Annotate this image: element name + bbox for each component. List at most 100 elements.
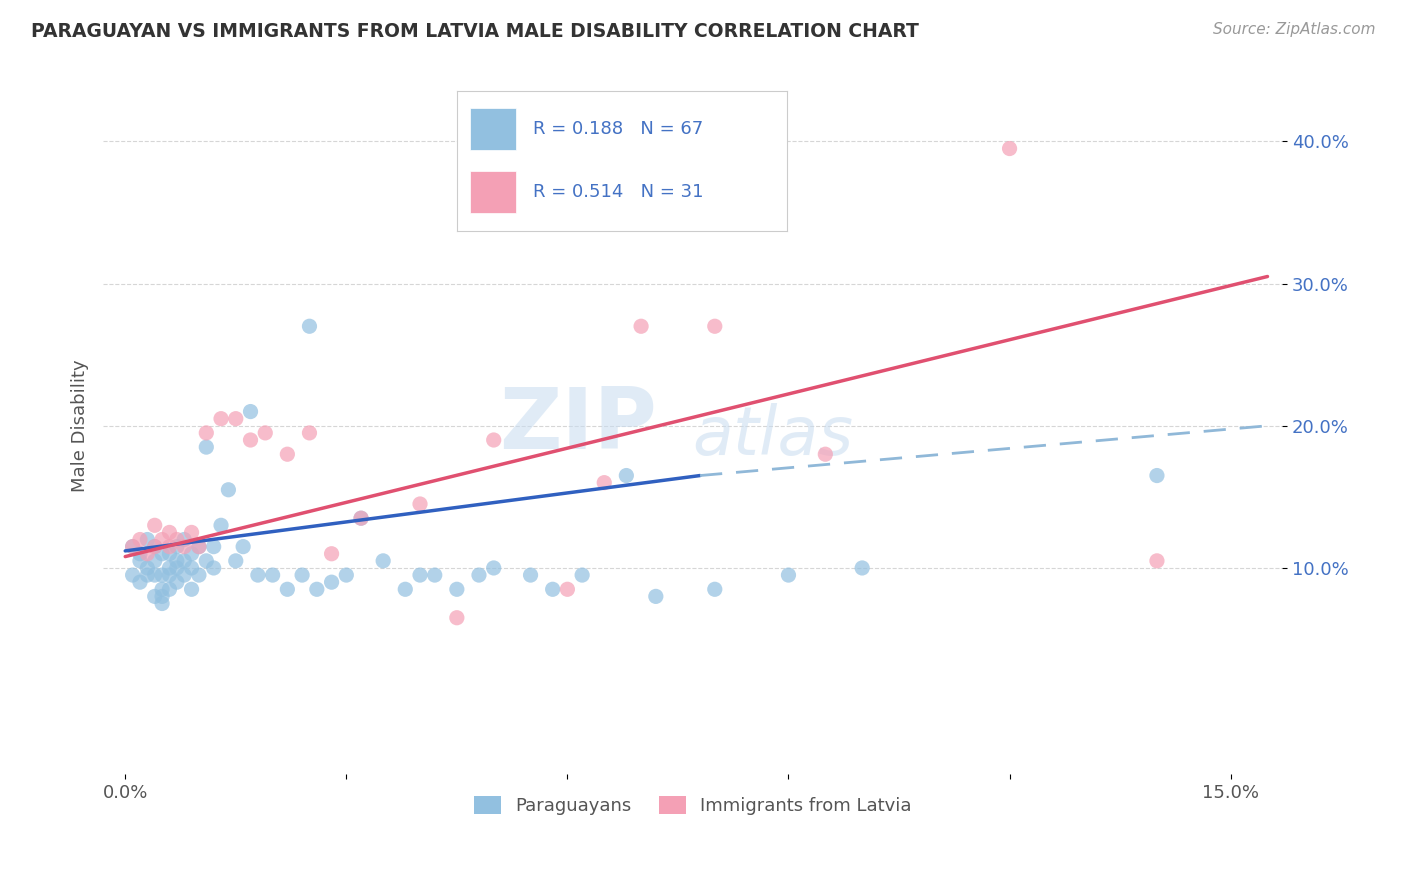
Point xyxy=(159,561,181,575)
Point xyxy=(202,561,225,575)
Point xyxy=(291,568,314,582)
Point xyxy=(350,511,373,525)
Point xyxy=(166,554,188,568)
Point xyxy=(321,575,343,590)
Point xyxy=(276,447,298,461)
Point xyxy=(150,582,173,597)
Point xyxy=(254,425,277,440)
Point xyxy=(225,554,247,568)
Point xyxy=(136,533,159,547)
Point xyxy=(593,475,616,490)
Point xyxy=(173,568,195,582)
Point xyxy=(180,561,202,575)
Text: ZIP: ZIP xyxy=(499,384,657,467)
Text: atlas: atlas xyxy=(693,403,853,469)
Point xyxy=(121,568,143,582)
Point xyxy=(541,582,564,597)
Point xyxy=(150,590,173,604)
Point xyxy=(166,540,188,554)
Text: PARAGUAYAN VS IMMIGRANTS FROM LATVIA MALE DISABILITY CORRELATION CHART: PARAGUAYAN VS IMMIGRANTS FROM LATVIA MAL… xyxy=(31,22,918,41)
Point xyxy=(136,568,159,582)
Point xyxy=(305,582,328,597)
Point xyxy=(150,568,173,582)
Point xyxy=(298,319,321,334)
Point xyxy=(180,525,202,540)
Point xyxy=(166,533,188,547)
Point xyxy=(202,540,225,554)
Point xyxy=(159,540,181,554)
Point xyxy=(246,568,269,582)
Text: Source: ZipAtlas.com: Source: ZipAtlas.com xyxy=(1212,22,1375,37)
Point xyxy=(180,582,202,597)
Point xyxy=(129,554,152,568)
Point xyxy=(143,590,166,604)
Legend: Paraguayans, Immigrants from Latvia: Paraguayans, Immigrants from Latvia xyxy=(465,787,921,824)
Point xyxy=(373,554,395,568)
Point xyxy=(173,540,195,554)
Point xyxy=(630,319,652,334)
Point xyxy=(1146,554,1168,568)
Point xyxy=(180,547,202,561)
Point xyxy=(150,533,173,547)
Point xyxy=(321,547,343,561)
Point xyxy=(409,568,432,582)
Point xyxy=(232,540,254,554)
Point xyxy=(159,568,181,582)
Point xyxy=(136,547,159,561)
Point xyxy=(482,561,505,575)
Point xyxy=(217,483,239,497)
Point xyxy=(468,568,491,582)
Point xyxy=(159,582,181,597)
Point xyxy=(209,411,232,425)
Point xyxy=(150,547,173,561)
Point xyxy=(814,447,837,461)
Point xyxy=(187,540,209,554)
Point xyxy=(851,561,873,575)
Point xyxy=(121,540,143,554)
Point xyxy=(225,411,247,425)
Point xyxy=(423,568,446,582)
Point xyxy=(519,568,541,582)
Point xyxy=(166,561,188,575)
Point xyxy=(121,540,143,554)
Y-axis label: Male Disability: Male Disability xyxy=(72,359,89,492)
Point xyxy=(482,433,505,447)
Point xyxy=(557,582,579,597)
Point xyxy=(350,511,373,525)
Point xyxy=(195,440,218,454)
Point xyxy=(129,575,152,590)
Point xyxy=(143,518,166,533)
Point xyxy=(703,582,725,597)
Point xyxy=(143,540,166,554)
Point xyxy=(644,590,666,604)
Point xyxy=(187,568,209,582)
Point xyxy=(136,561,159,575)
Point xyxy=(298,425,321,440)
Point xyxy=(143,554,166,568)
Point xyxy=(446,582,468,597)
Point xyxy=(195,554,218,568)
Point xyxy=(614,468,637,483)
Point xyxy=(239,404,262,418)
Point xyxy=(446,611,468,625)
Point xyxy=(262,568,284,582)
Point xyxy=(239,433,262,447)
Point xyxy=(150,597,173,611)
Point xyxy=(173,554,195,568)
Point xyxy=(209,518,232,533)
Point xyxy=(335,568,357,582)
Point xyxy=(166,575,188,590)
Point xyxy=(129,533,152,547)
Point xyxy=(571,568,593,582)
Point xyxy=(195,425,218,440)
Point xyxy=(778,568,800,582)
Point xyxy=(276,582,298,597)
Point xyxy=(187,540,209,554)
Point xyxy=(159,525,181,540)
Point xyxy=(159,547,181,561)
Point xyxy=(394,582,416,597)
Point xyxy=(129,547,152,561)
Point xyxy=(703,319,725,334)
Point xyxy=(143,568,166,582)
Point xyxy=(173,533,195,547)
